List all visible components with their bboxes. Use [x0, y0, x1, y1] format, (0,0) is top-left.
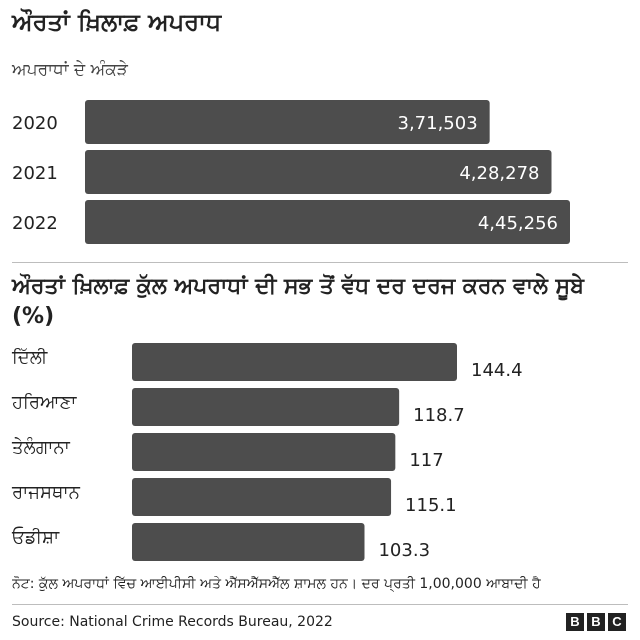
category-label: ਓਡੀਸ਼ਾ [11, 527, 60, 548]
data-label: 117 [409, 450, 443, 471]
data-label: 4,45,256 [478, 213, 558, 234]
bar [132, 523, 365, 561]
category-label: ਰਾਜਸਥਾਨ [11, 482, 81, 503]
bbc-logo: B B C [566, 613, 626, 631]
source-text: Source: National Crime Records Bureau, 2… [12, 614, 333, 630]
bar [132, 388, 400, 426]
data-label: 115.1 [405, 495, 457, 516]
bar [85, 100, 490, 144]
category-label: ਹਰਿਆਣਾ [11, 392, 77, 413]
footer-divider [12, 604, 628, 605]
category-label: 2020 [12, 113, 58, 134]
bbc-logo-letter: C [608, 613, 626, 631]
bbc-logo-letter: B [587, 613, 605, 631]
data-label: 4,28,278 [459, 163, 539, 184]
category-label: 2021 [12, 163, 58, 184]
footnote: ਨੋਟ: ਕੁੱਲ ਅਪਰਾਧਾਂ ਵਿੱਚ ਆਈਪੀਸੀ ਅਤੇ ਐੱਸਐੱਸ… [12, 576, 541, 592]
bar [85, 150, 552, 194]
data-label: 118.7 [413, 405, 465, 426]
data-label: 3,71,503 [398, 113, 478, 134]
states-chart-title: ਔਰਤਾਂ ਖ਼ਿਲਾਫ਼ ਕੁੱਲ ਅਪਰਾਧਾਂ ਦੀ ਸਭ ਤੋਂ ਵੱਧ… [12, 274, 584, 329]
bbc-logo-letter: B [566, 613, 584, 631]
data-label: 103.3 [378, 540, 430, 561]
bar [85, 200, 570, 244]
bar [132, 343, 457, 381]
bar [132, 433, 396, 471]
category-label: ਤੇਲੰਗਾਨਾ [11, 437, 71, 458]
category-label: 2022 [12, 213, 58, 234]
bar [132, 478, 392, 516]
section-divider [12, 262, 628, 263]
chart-title: ਔਰਤਾਂ ਖ਼ਿਲਾਫ਼ ਅਪਰਾਧ [12, 8, 222, 36]
category-label: ਦਿੱਲੀ [11, 347, 48, 368]
chart-subtitle-crime-figures: ਅਪਰਾਧਾਂ ਦੇ ਅੰਕੜੇ [12, 60, 128, 80]
data-label: 144.4 [471, 360, 523, 381]
